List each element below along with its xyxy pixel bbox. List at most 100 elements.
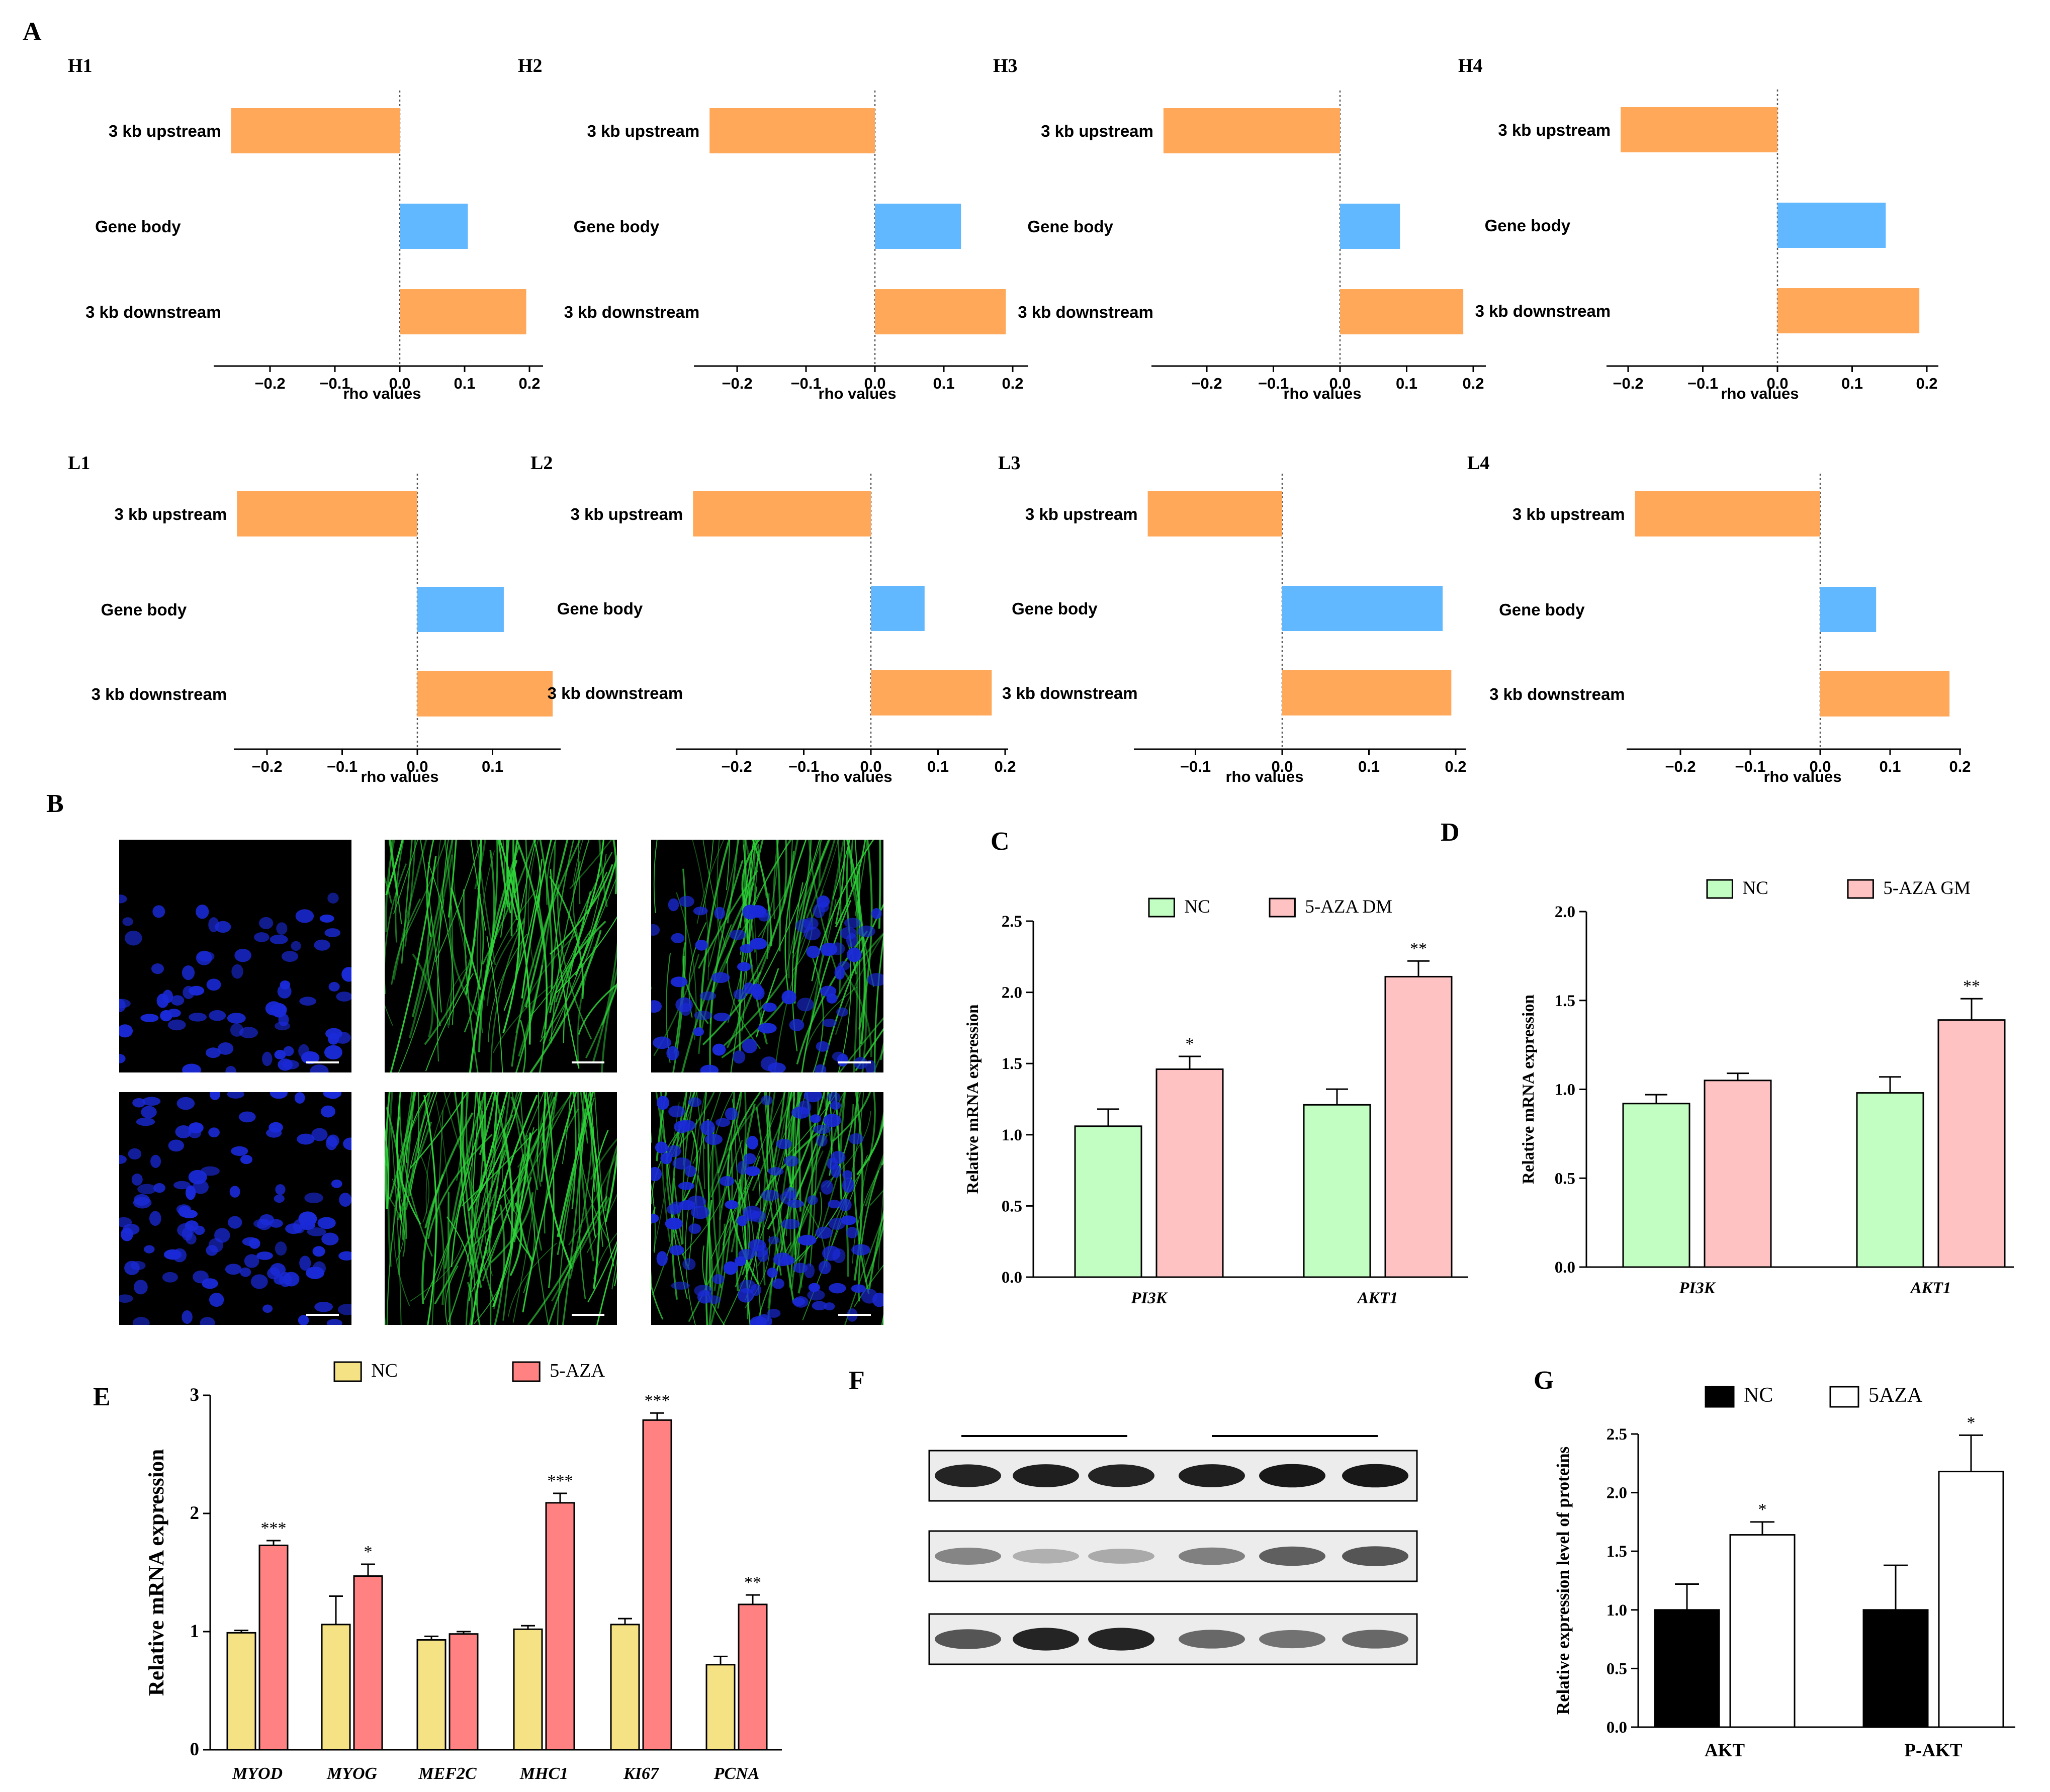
actin-fiber <box>873 1048 883 1072</box>
nucleus <box>737 1215 748 1226</box>
nucleus <box>298 1315 309 1325</box>
actin-fiber <box>546 840 557 905</box>
actin-fiber <box>465 1092 495 1302</box>
nucleus <box>739 1279 756 1294</box>
nucleus <box>667 1145 681 1157</box>
actin-fiber <box>385 1124 389 1209</box>
actin-fiber <box>600 966 617 1072</box>
bar-nc-pi3k <box>1074 1125 1142 1278</box>
actin-fiber <box>522 1092 577 1313</box>
actin-fiber <box>587 1240 617 1303</box>
actin-fiber <box>389 1092 417 1200</box>
nucleus <box>274 1050 286 1060</box>
nucleus <box>742 1205 762 1219</box>
nucleus <box>832 1248 846 1264</box>
rho-bar-gene-body <box>1282 586 1443 631</box>
nucleus <box>742 1038 758 1053</box>
category-label-3-kb-upstream: 3 kb upstream <box>1512 505 1625 523</box>
nucleus <box>124 930 142 946</box>
blot-band <box>1013 1549 1079 1564</box>
actin-fiber <box>858 865 861 1057</box>
nucleus <box>177 1223 195 1237</box>
category-label-pcna: PCNA <box>714 1764 760 1783</box>
actin-fiber <box>390 1128 402 1325</box>
actin-fiber <box>572 840 584 886</box>
legend-label-nc: NC <box>371 1360 398 1381</box>
actin-fiber <box>490 918 525 1072</box>
x-tick-label: −0.1 <box>319 375 350 392</box>
actin-fiber <box>486 936 503 1072</box>
nucleus <box>338 1251 351 1261</box>
y-tick-label: 1.0 <box>1002 1126 1022 1144</box>
micrograph-5aza-phalloidin <box>385 1092 617 1325</box>
actin-fiber <box>425 973 474 1071</box>
panel-letter-b: B <box>46 789 64 818</box>
nucleus <box>826 993 838 1004</box>
nucleus <box>740 944 754 953</box>
actin-fiber <box>767 1092 826 1230</box>
nucleus <box>712 1043 726 1056</box>
bar-5-aza-myod <box>258 1544 289 1751</box>
significance-marker: *** <box>645 1391 670 1410</box>
nucleus <box>871 908 882 919</box>
actin-fiber <box>540 911 600 1042</box>
nucleus <box>688 1223 701 1234</box>
nucleus <box>846 1226 858 1238</box>
actin-fiber <box>385 840 404 895</box>
nucleus <box>666 1046 679 1060</box>
actin-fiber <box>437 840 449 1062</box>
actin-fiber <box>569 840 612 889</box>
nucleus <box>803 917 819 930</box>
actin-fiber <box>493 1092 554 1310</box>
nucleus <box>668 898 679 912</box>
actin-fiber <box>853 1092 870 1294</box>
nucleus <box>793 1263 808 1273</box>
legend-label-nc: NC <box>1744 1384 1773 1407</box>
actin-fiber <box>612 840 617 894</box>
x-tick-label: 0.2 <box>994 758 1016 775</box>
nucleus <box>193 1270 209 1284</box>
rho-bar-3-kb-downstream <box>400 289 526 334</box>
x-tick-label: 0.0 <box>389 375 410 392</box>
actin-fiber <box>667 1092 698 1167</box>
rho-bar-3-kb-downstream <box>417 671 553 716</box>
x-tick-label: 0.2 <box>1462 375 1484 392</box>
nucleus <box>699 991 717 1001</box>
actin-fiber <box>677 1092 715 1147</box>
actin-fiber <box>739 840 755 928</box>
x-axis-title: rho values <box>818 385 896 402</box>
nucleus <box>682 1258 696 1271</box>
nucleus <box>840 927 857 940</box>
x-axis-title: rho values <box>1283 385 1361 402</box>
actin-fiber <box>653 840 658 914</box>
nucleus <box>256 1219 272 1230</box>
y-tick-label: 0.0 <box>1002 1269 1022 1287</box>
micrograph-content <box>385 840 617 1072</box>
category-label-gene-body: Gene body <box>1499 600 1585 619</box>
actin-fiber <box>779 1092 803 1146</box>
nucleus <box>225 1065 236 1072</box>
actin-fiber <box>409 1092 468 1169</box>
nucleus <box>821 1180 834 1195</box>
bar-nc-mef2c <box>416 1639 447 1751</box>
nucleus <box>743 982 755 994</box>
nucleus <box>328 981 340 992</box>
nucleus <box>723 1261 738 1275</box>
actin-fiber <box>672 1228 688 1299</box>
actin-fiber <box>480 850 495 1001</box>
actin-fiber <box>590 1138 617 1180</box>
nucleus <box>838 961 850 970</box>
actin-fiber <box>591 1130 609 1238</box>
actin-fiber <box>557 1092 594 1237</box>
nucleus <box>304 1192 323 1204</box>
actin-fiber <box>396 1092 402 1222</box>
bar-nc-pi3k <box>1622 1103 1690 1268</box>
nucleus <box>827 1092 841 1102</box>
rho-bar-3-kb-downstream <box>875 289 1006 334</box>
actin-fiber <box>421 1174 444 1304</box>
actin-fiber <box>883 1099 950 1339</box>
x-axis-title: rho values <box>361 768 438 785</box>
nucleus <box>176 1097 195 1110</box>
category-label-akt1: AKT1 <box>1910 1279 1951 1297</box>
nucleus <box>319 914 334 923</box>
